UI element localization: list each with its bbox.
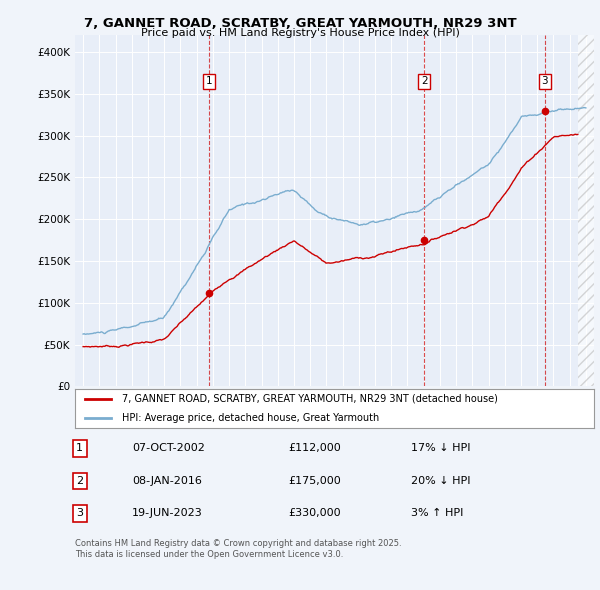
Text: This data is licensed under the Open Government Licence v3.0.: This data is licensed under the Open Gov…	[75, 550, 343, 559]
Text: Price paid vs. HM Land Registry's House Price Index (HPI): Price paid vs. HM Land Registry's House …	[140, 28, 460, 38]
Text: 7, GANNET ROAD, SCRATBY, GREAT YARMOUTH, NR29 3NT (detached house): 7, GANNET ROAD, SCRATBY, GREAT YARMOUTH,…	[122, 394, 497, 404]
Text: 3: 3	[541, 76, 548, 86]
Text: 2: 2	[76, 476, 83, 486]
Text: 3% ↑ HPI: 3% ↑ HPI	[411, 509, 463, 518]
Text: £112,000: £112,000	[288, 444, 341, 453]
Text: 1: 1	[206, 76, 212, 86]
Text: 3: 3	[76, 509, 83, 518]
Text: 7, GANNET ROAD, SCRATBY, GREAT YARMOUTH, NR29 3NT: 7, GANNET ROAD, SCRATBY, GREAT YARMOUTH,…	[83, 17, 517, 30]
Text: 07-OCT-2002: 07-OCT-2002	[132, 444, 205, 453]
Text: 17% ↓ HPI: 17% ↓ HPI	[411, 444, 470, 453]
Text: 08-JAN-2016: 08-JAN-2016	[132, 476, 202, 486]
Text: Contains HM Land Registry data © Crown copyright and database right 2025.: Contains HM Land Registry data © Crown c…	[75, 539, 401, 548]
Text: 1: 1	[76, 444, 83, 453]
Text: 20% ↓ HPI: 20% ↓ HPI	[411, 476, 470, 486]
Text: £330,000: £330,000	[288, 509, 341, 518]
Text: £175,000: £175,000	[288, 476, 341, 486]
Text: HPI: Average price, detached house, Great Yarmouth: HPI: Average price, detached house, Grea…	[122, 413, 379, 423]
Text: 19-JUN-2023: 19-JUN-2023	[132, 509, 203, 518]
Text: 2: 2	[421, 76, 428, 86]
